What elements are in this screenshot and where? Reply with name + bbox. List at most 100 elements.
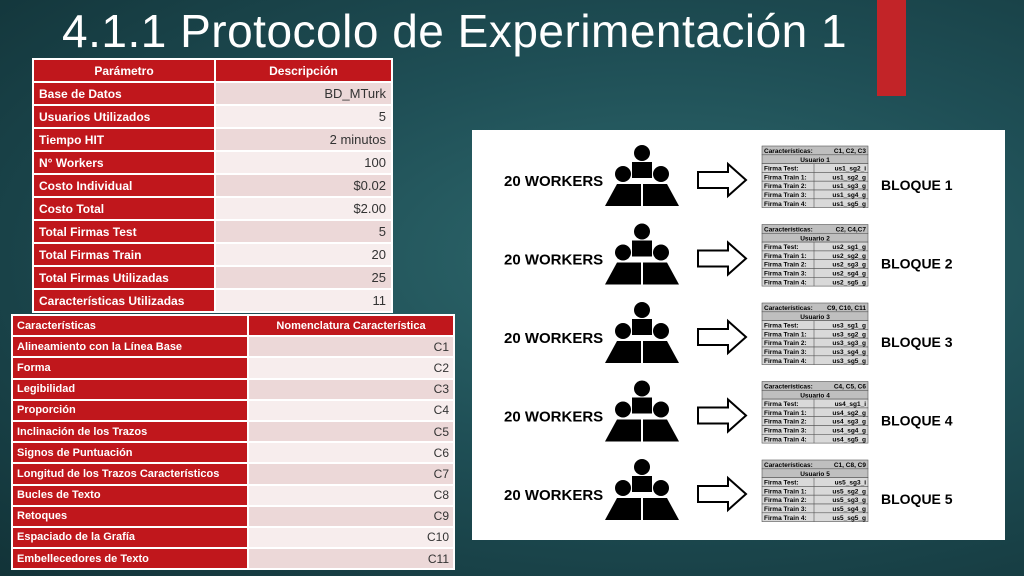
table-row: Embellecedores de Texto C11 bbox=[11, 547, 455, 571]
mini-table-row bbox=[761, 512, 869, 522]
mini-table-value: us1_sg2_i bbox=[835, 166, 867, 173]
table-row: Total Firmas Train 20 bbox=[32, 242, 393, 267]
row-value: 5 bbox=[214, 219, 393, 244]
row-key: Bucles de Texto bbox=[11, 483, 249, 507]
mini-table-value: C4, C5, C6 bbox=[834, 384, 867, 391]
mini-table-value: us3_sg4_g bbox=[832, 349, 866, 356]
row-key: Inclinación de los Trazos bbox=[11, 419, 249, 444]
mini-table-value: us2_sg5_g bbox=[832, 279, 866, 286]
parameters-table: Parámetro Descripción Base de Datos BD_MT… bbox=[32, 58, 393, 313]
table-row: Proporción C4 bbox=[11, 398, 455, 422]
mini-table-row bbox=[761, 355, 869, 365]
row-value: C10 bbox=[247, 525, 455, 550]
mini-table-value: C2, C4,C7 bbox=[836, 227, 867, 234]
mini-table-value: C1, C8, C9 bbox=[834, 462, 867, 469]
diagram-block: 20 WORKERS Características: C1, C2, C3 Usua… bbox=[504, 145, 953, 208]
bloque-label: BLOQUE 5 bbox=[881, 491, 953, 507]
mini-table-key: Características: bbox=[764, 227, 813, 234]
person-head bbox=[634, 223, 650, 240]
workers-label: 20 WORKERS bbox=[504, 409, 603, 426]
row-key: N° Workers bbox=[32, 150, 216, 175]
row-key: Retoques bbox=[11, 504, 249, 528]
mini-table-value: us3_sg3_g bbox=[832, 340, 866, 347]
person-head bbox=[653, 166, 669, 182]
experiment-diagram: 20 WORKERS Características: C1, C2, C3 Usua… bbox=[472, 130, 1005, 540]
row-value: 11 bbox=[214, 288, 393, 313]
header-nomenclatura: Nomenclatura Característica bbox=[247, 313, 455, 338]
arrow-right-icon bbox=[697, 161, 748, 199]
table-header-row: Parámetro Descripción bbox=[32, 58, 393, 83]
table-row: Base de Datos BD_MTurk bbox=[32, 81, 393, 106]
row-value: 25 bbox=[214, 265, 393, 290]
table-row: Longitud de los Trazos Característicos C7 bbox=[11, 462, 455, 486]
workers-label: 20 WORKERS bbox=[504, 487, 603, 504]
workers-label: 20 WORKERS bbox=[504, 173, 603, 190]
table-row: Legibilidad C3 bbox=[11, 377, 455, 401]
mini-table-key: Firma Train 4: bbox=[764, 436, 807, 443]
table-row: Usuarios Utilizados 5 bbox=[32, 104, 393, 129]
person-head bbox=[653, 323, 669, 339]
row-key: Costo Total bbox=[32, 196, 216, 221]
mini-table-value: us4_sg1_i bbox=[835, 401, 867, 408]
mini-table-key: Firma Train 4: bbox=[764, 201, 807, 208]
row-key: Signos de Puntuación bbox=[11, 441, 249, 465]
row-key: Total Firmas Test bbox=[32, 219, 216, 244]
mini-table-key: Firma Train 4: bbox=[764, 515, 807, 522]
row-value: $0.02 bbox=[214, 173, 393, 198]
row-key: Alineamiento con la Línea Base bbox=[11, 335, 249, 359]
person-body bbox=[632, 240, 652, 257]
mini-table-value: us5_sg2_g bbox=[832, 488, 866, 495]
person-head bbox=[615, 401, 631, 418]
features-table: Características Nomenclatura Característ… bbox=[11, 313, 455, 571]
diagram-canvas: 20 WORKERS Características: C1, C2, C3 Usua… bbox=[504, 145, 953, 522]
mini-table-value: us2_sg4_g bbox=[832, 271, 866, 278]
bloque-label: BLOQUE 4 bbox=[881, 413, 953, 429]
mini-table-key: Firma Train 3: bbox=[764, 428, 807, 435]
workers-label: 20 WORKERS bbox=[504, 252, 603, 269]
row-value: C8 bbox=[247, 483, 455, 507]
row-value: C2 bbox=[247, 356, 455, 380]
mini-table-value: us1_sg5_g bbox=[832, 201, 866, 208]
mini-table-key: Firma Train 1: bbox=[764, 174, 807, 181]
mini-table-key: Firma Train 4: bbox=[764, 279, 807, 286]
person-head bbox=[653, 401, 669, 418]
arrow-right-icon bbox=[697, 397, 748, 434]
row-key: Legibilidad bbox=[11, 377, 249, 401]
row-value: C7 bbox=[247, 462, 455, 486]
table-row: Signos de Puntuación C6 bbox=[11, 441, 455, 465]
row-value: C11 bbox=[247, 547, 455, 571]
mini-table-key: Firma Train 2: bbox=[764, 183, 807, 190]
mini-table-value: us3_sg5_g bbox=[832, 358, 866, 365]
mini-table-value: us2_sg2_g bbox=[832, 253, 866, 260]
mini-table-key: Características: bbox=[764, 305, 813, 312]
mini-table-row bbox=[761, 276, 869, 287]
person-head bbox=[634, 380, 650, 397]
person-head bbox=[634, 145, 650, 161]
mini-table-value: us1_sg4_g bbox=[832, 192, 866, 199]
row-key: Total Firmas Train bbox=[32, 242, 216, 267]
mini-table-key: Firma Test: bbox=[764, 166, 799, 173]
mini-table-value: us5_sg5_g bbox=[832, 515, 866, 522]
mini-table-key: Firma Train 2: bbox=[764, 340, 807, 347]
mini-table-row bbox=[761, 433, 869, 444]
header-caracteristicas: Características bbox=[11, 313, 249, 338]
mini-table-key: Firma Train 2: bbox=[764, 262, 807, 269]
row-key: Espaciado de la Grafía bbox=[11, 525, 249, 550]
row-key: Forma bbox=[11, 356, 249, 380]
mini-table-key: Firma Train 3: bbox=[764, 349, 807, 356]
person-head bbox=[653, 480, 669, 496]
mini-table-value: us4_sg5_g bbox=[832, 436, 866, 443]
mini-table-key: Firma Train 3: bbox=[764, 506, 807, 513]
people-icon bbox=[605, 302, 679, 363]
table-row: Bucles de Texto C8 bbox=[11, 483, 455, 507]
bloque-label: BLOQUE 1 bbox=[881, 177, 953, 193]
person-head bbox=[615, 244, 631, 261]
person-body bbox=[632, 397, 652, 414]
row-value: 2 minutos bbox=[214, 127, 393, 152]
row-key: Tiempo HIT bbox=[32, 127, 216, 152]
header-parametro: Parámetro bbox=[32, 58, 216, 83]
red-accent-bar bbox=[877, 0, 906, 96]
table-row: Total Firmas Test 5 bbox=[32, 219, 393, 244]
table-row: Características Utilizadas 11 bbox=[32, 288, 393, 313]
row-value: $2.00 bbox=[214, 196, 393, 221]
